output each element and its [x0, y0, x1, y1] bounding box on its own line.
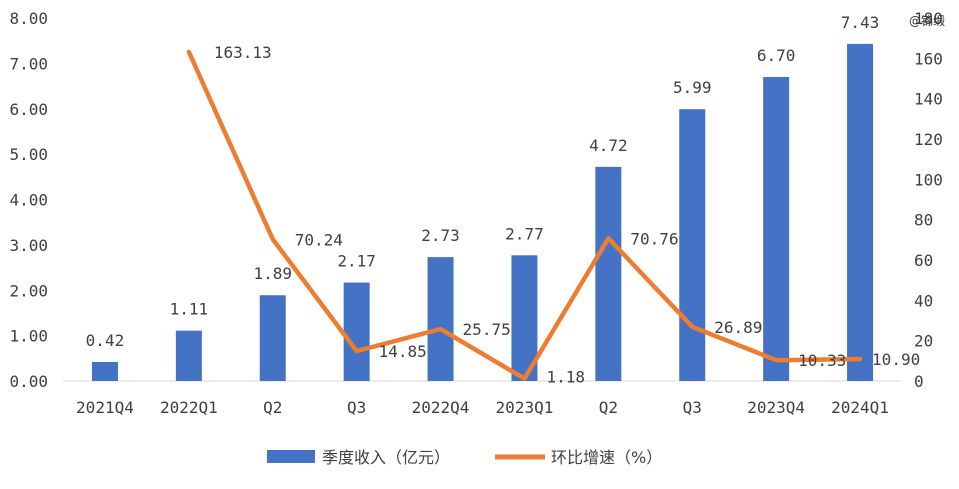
bar-data-label: 5.99: [673, 78, 712, 97]
bar: [427, 257, 454, 381]
left-axis-tick-label: 1.00: [9, 327, 48, 346]
line-data-label: 10.90: [872, 350, 920, 369]
left-axis-tick-label: 6.00: [9, 100, 48, 119]
bar-data-label: 7.43: [841, 13, 880, 32]
line-data-label: 70.76: [630, 229, 678, 248]
bar-data-label: 1.11: [170, 300, 209, 319]
bar: [595, 166, 622, 381]
left-axis-tick-label: 2.00: [9, 281, 48, 300]
bar-data-label: 1.89: [253, 264, 292, 283]
line-series: [186, 49, 863, 381]
right-axis-tick-label: 40: [914, 291, 933, 310]
x-axis-tick-label: Q2: [599, 398, 618, 417]
bar-data-labels: 0.42 1.11 1.89 2.17 2.73 2.77 4.72 5.99 6.70 7.43: [86, 13, 880, 350]
left-axis-tick-label: 3.00: [9, 236, 48, 255]
watermark: @锦缎: [908, 14, 945, 28]
right-axis-tick-label: 20: [914, 332, 933, 351]
legend-swatch-bar: [267, 450, 315, 463]
left-axis-tick-label: 8.00: [9, 9, 48, 28]
bar-series: [91, 43, 874, 382]
x-axis-tick-label: 2021Q4: [76, 398, 134, 417]
right-axis-tick-label: 120: [914, 130, 943, 149]
bar: [175, 330, 202, 381]
line-data-label: 25.75: [463, 320, 511, 339]
left-axis-tick-label: 0.00: [9, 372, 48, 391]
bar: [91, 361, 118, 381]
bar-data-label: 2.73: [421, 226, 460, 245]
x-axis-tick-label: 2022Q4: [412, 398, 470, 417]
right-axis-tick-label: 60: [914, 251, 933, 270]
legend-label-line: 环比增速（%）: [551, 448, 662, 467]
left-y-axis: 0.00 1.00 2.00 3.00 4.00 5.00 6.00 7.00 8.00: [9, 9, 48, 391]
line-data-label: 70.24: [295, 230, 343, 249]
line-data-labels: 163.13 70.24 14.85 25.75 1.18 70.76 26.89 10.33…: [214, 43, 920, 387]
bar: [847, 43, 874, 382]
x-axis-tick-label: 2023Q4: [747, 398, 805, 417]
left-axis-tick-label: 7.00: [9, 54, 48, 73]
right-axis-tick-label: 80: [914, 211, 933, 230]
bar: [763, 76, 790, 382]
legend: 季度收入（亿元） 环比增速（%）: [267, 448, 662, 467]
line-data-label: 10.33: [798, 351, 846, 370]
bar-data-label: 4.72: [589, 136, 628, 155]
right-axis-tick-label: 100: [914, 170, 943, 189]
growth-line: [186, 49, 863, 381]
bar-data-label: 6.70: [757, 46, 796, 65]
line-data-label: 14.85: [379, 342, 427, 361]
x-axis-tick-label: Q3: [683, 398, 702, 417]
bar: [679, 109, 706, 382]
bar-data-label: 0.42: [86, 331, 125, 350]
x-axis-tick-label: 2023Q1: [496, 398, 554, 417]
right-axis-tick-label: 140: [914, 90, 943, 109]
line-data-label: 1.18: [546, 368, 585, 387]
x-axis-tick-label: 2024Q1: [831, 398, 889, 417]
legend-label-bar: 季度收入（亿元）: [322, 448, 450, 467]
bar-data-label: 2.17: [337, 252, 376, 271]
bar-data-label: 2.77: [505, 224, 544, 243]
bar: [343, 282, 370, 381]
x-axis-tick-label: Q2: [263, 398, 282, 417]
right-axis-tick-label: 180: [914, 9, 943, 28]
line-data-label: 26.89: [714, 318, 762, 337]
right-axis-tick-label: 0: [914, 372, 924, 391]
right-axis-tick-label: 160: [914, 49, 943, 68]
x-axis-tick-labels: 2021Q4 2022Q1 Q2 Q3 2022Q4 2023Q1 Q2 Q3 2023Q4 20…: [76, 398, 889, 417]
line-data-label: 163.13: [214, 43, 272, 62]
bar: [259, 295, 286, 381]
x-axis-tick-label: Q3: [347, 398, 366, 417]
x-axis-tick-label: 2022Q1: [160, 398, 218, 417]
left-axis-tick-label: 5.00: [9, 145, 48, 164]
left-axis-tick-label: 4.00: [9, 191, 48, 210]
right-y-axis: 0 20 40 60 80 100 120 140 160 180: [914, 9, 943, 391]
